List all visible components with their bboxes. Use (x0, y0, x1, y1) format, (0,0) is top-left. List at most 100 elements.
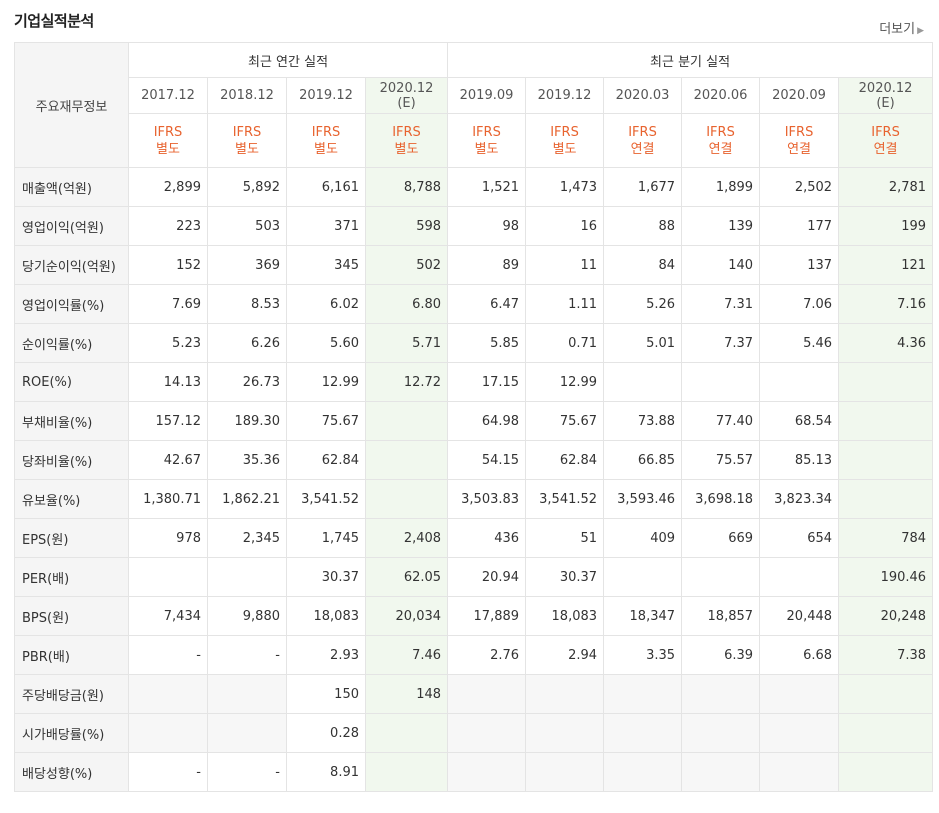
table-cell (525, 752, 605, 792)
table-cell (525, 713, 605, 753)
row-label: EPS(원) (14, 518, 129, 558)
table-cell (838, 362, 934, 402)
ifrs-label: IFRS (392, 124, 421, 140)
table-cell: 77.40 (681, 401, 761, 441)
table-row: 매출액(억원) 2,899 5,892 6,161 8,788 1,521 1,473 1,6… (14, 167, 934, 207)
row-label: PBR(배) (14, 635, 129, 675)
table-cell: 18,857 (681, 596, 761, 636)
table-row: 주당배당금(원) 150 148 (14, 674, 934, 714)
period-date: 2019.12 (537, 88, 592, 103)
row-label: 배당성향(%) (14, 752, 129, 792)
table-cell (838, 440, 934, 480)
financial-table: 주요재무정보 최근 연간 실적 최근 분기 실적 2017.12 2018.12 2… (14, 42, 934, 792)
row-label: 당좌비율(%) (14, 440, 129, 480)
table-cell: 3,541.52 (525, 479, 605, 519)
table-cell: 3.35 (603, 635, 683, 675)
table-cell (364, 713, 449, 753)
table-cell: 6.68 (759, 635, 840, 675)
table-cell: 152 (128, 245, 208, 285)
table-cell: 1,677 (603, 167, 683, 207)
accounting-standard: IFRS 연결 (681, 113, 761, 168)
table-cell: 7.06 (759, 284, 840, 324)
table-cell: 12.99 (286, 362, 366, 402)
table-cell: 139 (681, 206, 761, 246)
table-cell: 177 (759, 206, 840, 246)
table-cell (759, 713, 840, 753)
table-cell: 654 (759, 518, 840, 558)
period-header: 2020.03 (603, 77, 683, 114)
statement-type: 별도 (394, 141, 419, 157)
table-cell: 6.02 (286, 284, 366, 324)
table-cell: 16 (525, 206, 605, 246)
table-cell: 669 (681, 518, 761, 558)
period-date: 2018.12 (220, 88, 274, 103)
row-label: 당기순이익(억원) (14, 245, 129, 285)
table-cell: 6.80 (364, 284, 449, 324)
table-cell: 6,161 (286, 167, 366, 207)
row-label: ROE(%) (14, 362, 129, 402)
table-cell (447, 713, 527, 753)
chevron-right-icon: ▶ (917, 26, 924, 36)
period-date: 2020.12 (858, 80, 913, 96)
table-cell: 3,503.83 (447, 479, 527, 519)
statement-type: 별도 (314, 141, 338, 157)
table-cell: 73.88 (603, 401, 683, 441)
table-cell (128, 713, 208, 753)
period-header: 2018.12 (207, 77, 287, 114)
more-label: 더보기 (879, 22, 916, 37)
table-cell (838, 674, 934, 714)
period-header: 2020.12 (E) (364, 77, 449, 114)
table-cell: 5.26 (603, 284, 683, 324)
statement-type: 별도 (552, 141, 577, 157)
table-cell: 5.01 (603, 323, 683, 363)
ifrs-label: IFRS (871, 124, 900, 140)
table-cell (128, 557, 208, 597)
table-cell: 8.53 (207, 284, 287, 324)
table-cell: 68.54 (759, 401, 840, 441)
table-cell: 2.94 (525, 635, 605, 675)
accounting-standard: IFRS 별도 (364, 113, 449, 168)
table-cell: 51 (525, 518, 605, 558)
table-cell: 1,899 (681, 167, 761, 207)
table-row: 당좌비율(%) 42.67 35.36 62.84 54.15 62.84 66.85 75.… (14, 440, 934, 480)
table-cell: 784 (838, 518, 934, 558)
row-label: 주당배당금(원) (14, 674, 129, 714)
table-cell (681, 752, 761, 792)
table-cell: 2,781 (838, 167, 934, 207)
statement-type: 별도 (156, 141, 180, 157)
table-cell (838, 713, 934, 753)
row-label: 시가배당률(%) (14, 713, 129, 753)
table-cell: 18,083 (286, 596, 366, 636)
table-cell (838, 479, 934, 519)
table-cell (603, 362, 683, 402)
period-header: 2020.09 (759, 77, 840, 114)
period-date: 2020.06 (693, 88, 748, 103)
table-cell: 2.76 (447, 635, 527, 675)
table-row: 당기순이익(억원) 152 369 345 502 89 11 84 140 137 121 (14, 245, 934, 285)
table-cell: 7.46 (364, 635, 449, 675)
table-cell: 157.12 (128, 401, 208, 441)
table-cell: 1,862.21 (207, 479, 287, 519)
table-cell: 2,502 (759, 167, 840, 207)
table-cell (207, 713, 287, 753)
table-row: BPS(원) 7,434 9,880 18,083 20,034 17,889 18,083… (14, 596, 934, 636)
table-cell: 7.69 (128, 284, 208, 324)
row-label: 매출액(억원) (14, 167, 129, 207)
table-row: ROE(%) 14.13 26.73 12.99 12.72 17.15 12.99 (14, 362, 934, 402)
table-cell (603, 557, 683, 597)
accounting-standard: IFRS 별도 (525, 113, 605, 168)
estimate-mark: (E) (397, 95, 416, 111)
row-header-label: 주요재무정보 (14, 42, 129, 168)
ifrs-label: IFRS (784, 124, 814, 140)
period-date: 2019.12 (299, 88, 353, 103)
table-cell: 1,745 (286, 518, 366, 558)
period-date: 2020.03 (615, 88, 670, 103)
table-cell: 3,698.18 (681, 479, 761, 519)
table-cell: 12.72 (364, 362, 449, 402)
table-cell (681, 713, 761, 753)
row-label: 순이익률(%) (14, 323, 129, 363)
more-link[interactable]: 더보기 ▶ (879, 18, 924, 37)
table-cell (759, 674, 840, 714)
table-cell (447, 674, 527, 714)
table-row: 유보율(%) 1,380.71 1,862.21 3,541.52 3,503.83 3,… (14, 479, 934, 519)
